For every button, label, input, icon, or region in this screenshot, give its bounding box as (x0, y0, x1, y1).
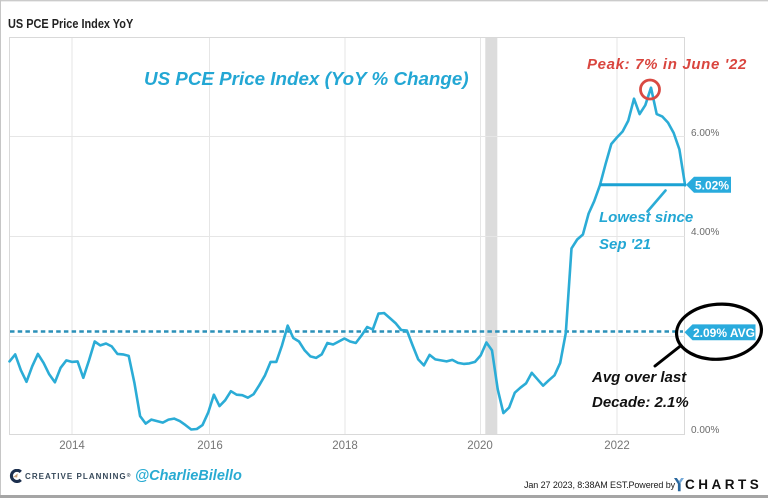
svg-text:5.02%: 5.02% (695, 179, 729, 193)
svg-text:2.09% AVG: 2.09% AVG (693, 326, 755, 340)
